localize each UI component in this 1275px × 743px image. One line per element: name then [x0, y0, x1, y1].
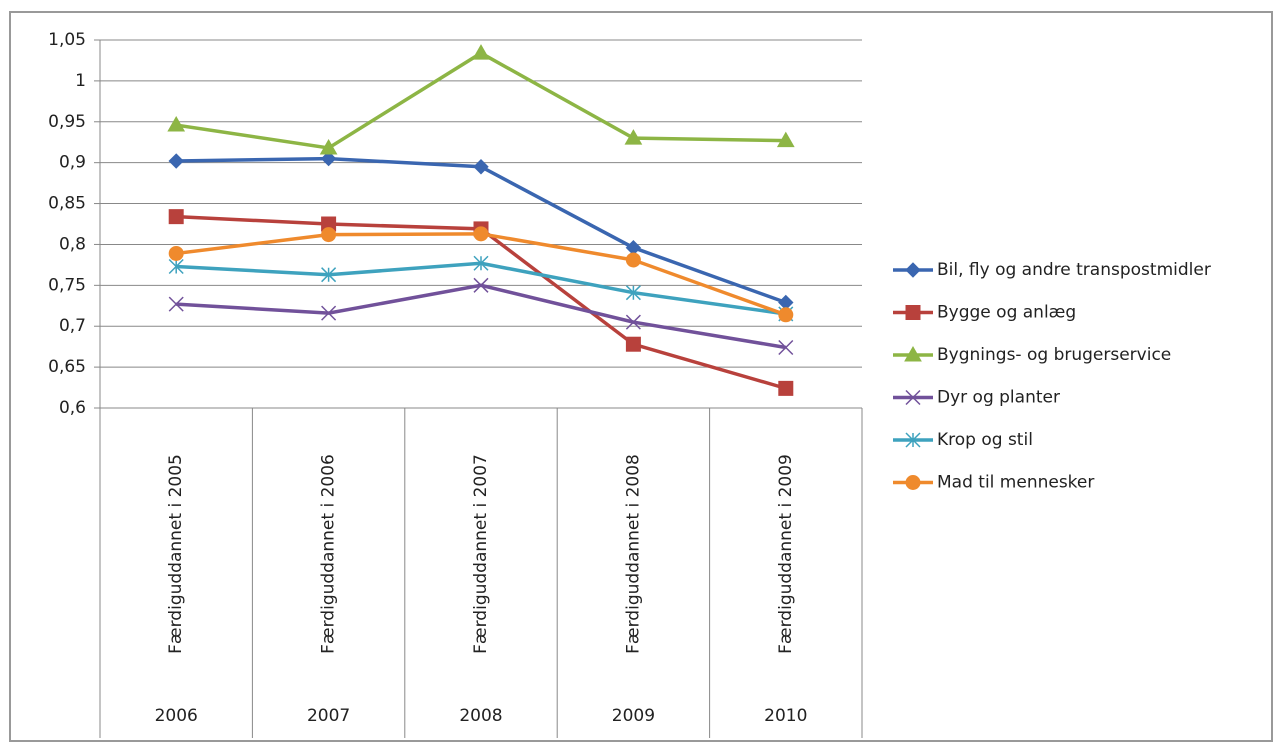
marker: [321, 227, 337, 243]
y-tick-label: 0,75: [48, 275, 86, 295]
marker: [905, 389, 921, 406]
x-tick-label: Færdiguddannet i 2006: [319, 454, 339, 654]
y-tick-label: 0,65: [48, 357, 86, 377]
chart-frame: [9, 11, 1273, 742]
marker: [776, 131, 795, 148]
marker: [905, 432, 921, 448]
y-tick-label: 1,05: [48, 30, 86, 50]
marker: [905, 475, 921, 490]
marker: [625, 285, 641, 301]
x-group-label: 2010: [764, 706, 807, 726]
y-tick-label: 0,8: [59, 234, 86, 254]
x-tick-label: Færdiguddannet i 2008: [623, 454, 643, 654]
legend-label: Bygge og anlæg: [937, 303, 1076, 323]
series: [168, 226, 794, 323]
marker: [168, 296, 184, 312]
marker: [473, 226, 489, 242]
y-tick-label: 1: [75, 71, 86, 91]
marker: [905, 305, 921, 320]
series-line: [176, 283, 787, 350]
marker: [320, 150, 337, 167]
marker: [905, 262, 921, 278]
marker: [625, 252, 641, 268]
marker: [778, 307, 794, 323]
x-tick-label: Færdiguddannet i 2005: [166, 454, 186, 654]
legend-label: Krop og stil: [937, 430, 1033, 450]
legend-label: Bil, fly og andre transpostmidler: [937, 260, 1211, 280]
series: [168, 255, 794, 322]
x-group-label: 2007: [307, 706, 350, 726]
marker: [473, 277, 489, 293]
marker: [625, 336, 641, 352]
marker: [168, 153, 184, 169]
y-tick-label: 0,6: [59, 398, 86, 418]
legend-label: Mad til mennesker: [937, 473, 1094, 493]
x-group-label: 2009: [612, 706, 655, 726]
marker: [167, 116, 186, 132]
series: [168, 150, 794, 311]
x-group-label: 2008: [459, 706, 502, 726]
legend-label: Bygnings- og brugerservice: [937, 345, 1171, 365]
marker: [904, 345, 922, 362]
marker: [778, 380, 794, 396]
marker: [168, 258, 184, 275]
marker: [473, 159, 489, 175]
marker: [319, 138, 338, 155]
marker: [624, 129, 643, 145]
series-line: [175, 51, 786, 150]
marker: [321, 267, 337, 283]
y-tick-label: 0,85: [48, 194, 86, 214]
marker: [321, 305, 337, 321]
marker: [778, 339, 794, 356]
legend-label: Dyr og planter: [937, 388, 1060, 408]
marker: [168, 209, 184, 225]
marker: [473, 255, 489, 271]
marker: [625, 314, 641, 330]
x-tick-label: Færdiguddannet i 2009: [776, 454, 796, 654]
series: [168, 277, 794, 356]
series: [167, 44, 795, 155]
y-tick-label: 0,95: [48, 112, 86, 132]
marker: [472, 44, 490, 60]
x-group-label: 2006: [155, 706, 198, 726]
y-tick-label: 0,9: [59, 153, 86, 173]
y-tick-label: 0,7: [59, 316, 86, 336]
x-tick-label: Færdiguddannet i 2007: [471, 454, 491, 654]
marker: [168, 245, 184, 261]
